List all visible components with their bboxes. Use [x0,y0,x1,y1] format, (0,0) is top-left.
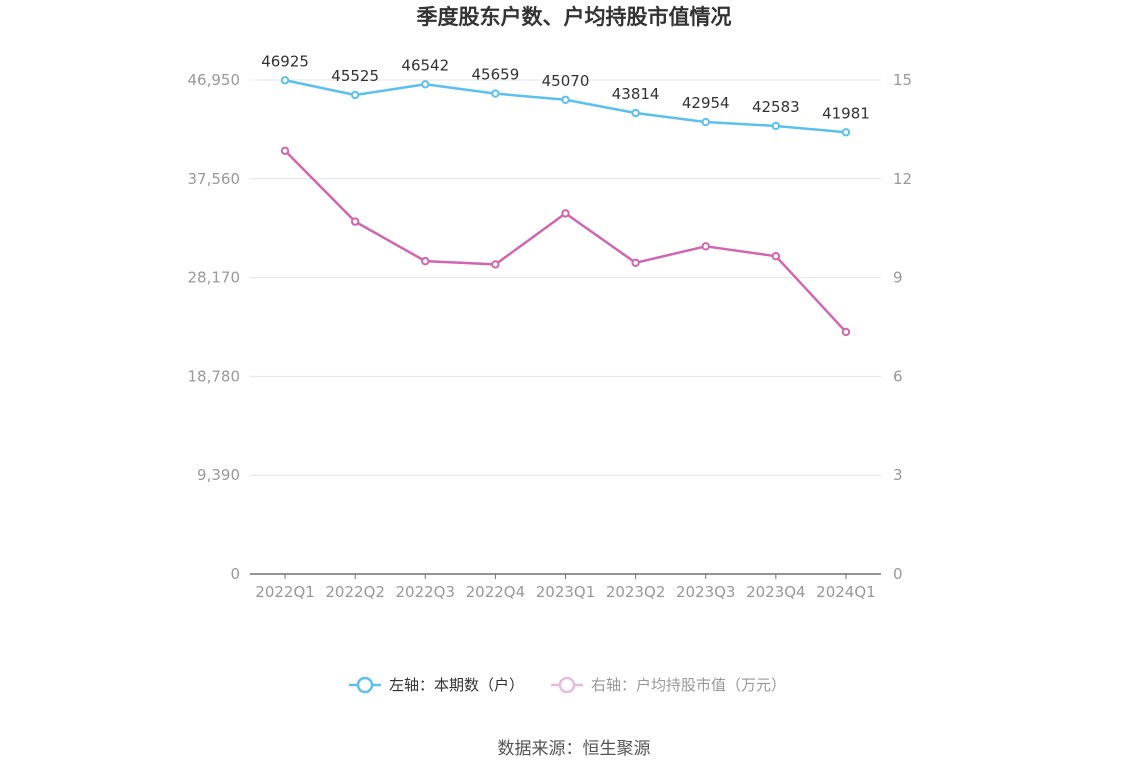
data-label: 45525 [331,67,379,85]
series-2-point[interactable] [491,260,500,269]
series-2-point[interactable] [561,209,570,218]
series-2-point[interactable] [350,217,360,226]
legend-marker-icon [558,676,576,694]
x-axis-tick-label: 2022Q4 [466,583,526,601]
series-line-2 [284,149,847,333]
left-axis-tick-label: 46,950 [188,71,241,89]
series-1-point[interactable] [841,128,851,137]
right-axis-tick-label: 12 [893,170,912,188]
data-label: 42583 [752,98,800,116]
axis-layer: 0 9,390 18,780 28,170 37,560 46,950 0 3 6 9 12 15 20… [188,71,913,601]
left-axis-tick-label: 0 [230,565,240,583]
legend-label: 左轴：本期数（户） [389,676,524,694]
right-axis-tick-label: 3 [893,466,903,484]
x-axis-tick-label: 2023Q3 [676,583,736,601]
x-axis-tick-label: 2023Q1 [536,583,596,601]
x-axis-tick-label: 2022Q3 [396,583,456,601]
series-2-point[interactable] [280,146,290,156]
left-axis-tick-label: 28,170 [188,269,241,287]
left-axis-tick-label: 18,780 [188,367,241,385]
x-axis-tick-label: 2022Q1 [255,583,315,601]
x-axis-tick-label: 2023Q2 [606,583,666,601]
right-axis-tick-label: 0 [893,565,903,583]
series-1-point[interactable] [350,90,360,100]
left-axis-tick-label: 37,560 [188,170,241,188]
data-label: 43814 [612,85,660,103]
right-axis-tick-label: 15 [893,71,912,89]
series-2-point[interactable] [421,256,430,266]
data-label: 46542 [401,56,449,74]
right-axis-tick-label: 6 [893,367,903,385]
series-2-point[interactable] [841,327,851,337]
data-label: 46925 [261,52,309,70]
series-2-point[interactable] [631,258,640,267]
x-axis-tick-label: 2023Q4 [746,583,806,601]
chart-title: 季度股东户数、户均持股市值情况 [417,5,732,29]
series-1-point[interactable] [771,121,781,131]
right-axis-tick-label: 9 [893,269,903,287]
grid-layer [250,79,881,476]
series-1-point[interactable] [421,80,430,89]
series-2-point[interactable] [771,251,781,261]
series-1-point[interactable] [280,76,290,85]
legend-item-2[interactable]: 右轴：户均持股市值（万元） [551,676,786,694]
series-layer [280,76,851,337]
legend-marker-icon [356,676,374,694]
x-axis-tick-label: 2024Q1 [816,583,876,601]
legend-item-1[interactable]: 左轴：本期数（户） [349,676,524,694]
data-label: 42954 [682,94,730,112]
label-layer: 46925 45525 46542 45659 45070 43814 42954 42583… [261,52,870,122]
left-axis-tick-label: 9,390 [197,466,240,484]
legend-label: 右轴：户均持股市值（万元） [591,676,786,694]
series-1-point[interactable] [701,117,710,127]
series-1-point[interactable] [561,95,570,104]
series-1-point[interactable] [631,108,640,118]
series-2-point[interactable] [701,242,710,251]
series-1-point[interactable] [491,89,500,98]
data-label: 41981 [822,104,870,122]
data-label: 45659 [472,66,520,84]
data-label: 45070 [542,72,590,90]
x-axis-tick-label: 2022Q2 [325,583,385,601]
source-text: 数据来源：恒生聚源 [498,739,651,759]
legend[interactable]: 左轴：本期数（户） 右轴：户均持股市值（万元） [349,676,786,694]
